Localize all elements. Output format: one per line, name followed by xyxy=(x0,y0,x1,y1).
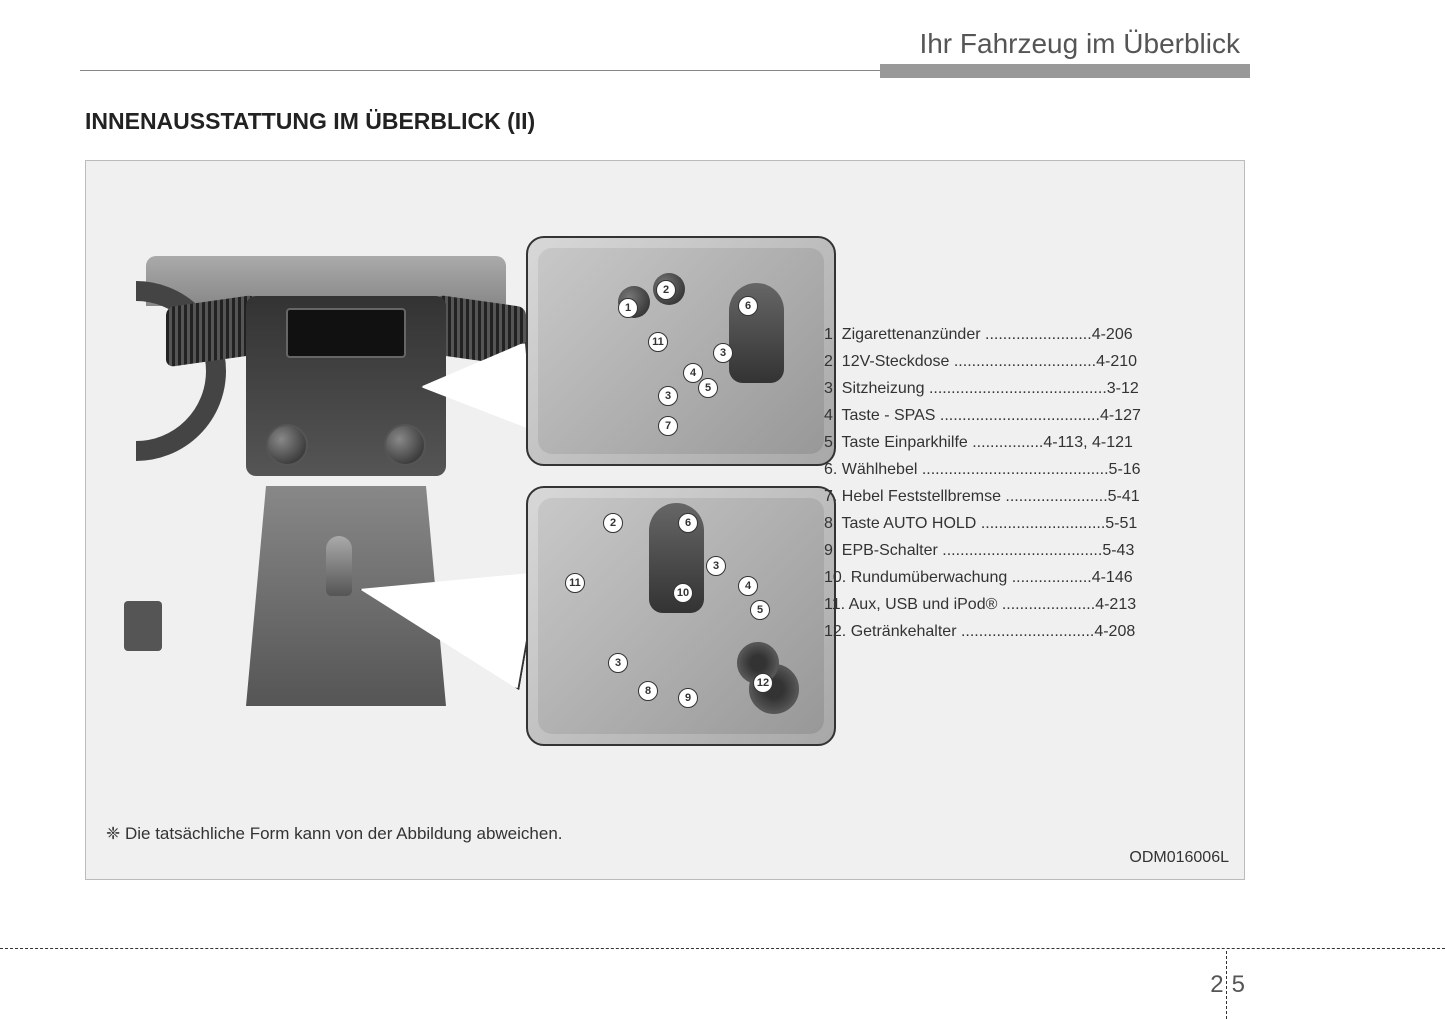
ref-label: 1. Zigarettenanzünder xyxy=(824,326,985,343)
reference-item: 10. Rundumüberwachung ..................… xyxy=(824,564,1214,591)
vent-left xyxy=(166,295,256,368)
callout-marker-5: 5 xyxy=(698,378,718,398)
header-bar xyxy=(880,64,1250,78)
callout-marker-3: 3 xyxy=(658,386,678,406)
reference-item: 2. 12V-Steckdose .......................… xyxy=(824,348,1214,375)
ref-page: 4-113, 4-121 xyxy=(1043,434,1133,451)
callout-marker-6: 6 xyxy=(738,296,758,316)
callout-marker-3: 3 xyxy=(608,653,628,673)
page-page-num: 5 xyxy=(1232,971,1245,998)
callout-marker-10: 10 xyxy=(673,583,693,603)
ref-dots: .................................... xyxy=(940,407,1100,424)
ref-page: 3-12 xyxy=(1107,380,1139,397)
ref-dots: ........................................… xyxy=(922,461,1109,478)
ref-label: 6. Wählhebel xyxy=(824,461,922,478)
ref-page: 4-213 xyxy=(1095,596,1136,613)
reference-item: 4. Taste - SPAS ........................… xyxy=(824,402,1214,429)
climate-knob-right xyxy=(384,424,426,466)
ref-dots: ..................... xyxy=(1002,596,1095,613)
ref-page: 5-51 xyxy=(1105,515,1137,532)
ref-dots: ............................ xyxy=(981,515,1105,532)
ref-page: 4-206 xyxy=(1092,326,1133,343)
ref-label: 9. EPB-Schalter xyxy=(824,542,942,559)
callout-marker-4: 4 xyxy=(738,576,758,596)
ref-label: 10. Rundumüberwachung xyxy=(824,569,1012,586)
ref-label: 7. Hebel Feststellbremse xyxy=(824,488,1005,505)
page-edge-dash-h xyxy=(0,948,1445,949)
page-chapter-num: 2 xyxy=(1210,971,1223,998)
reference-list: 1. Zigarettenanzünder ..................… xyxy=(824,321,1214,645)
header: Ihr Fahrzeug im Überblick xyxy=(0,0,1445,80)
callout-marker-2: 2 xyxy=(656,280,676,300)
detail-panel-top: 1211634357 xyxy=(526,236,836,466)
callout-marker-11: 11 xyxy=(565,573,585,593)
ref-dots: .................. xyxy=(1012,569,1092,586)
callout-marker-2: 2 xyxy=(603,513,623,533)
ref-label: 11. Aux, USB und iPod® xyxy=(824,596,1002,613)
illustration-area: 1211634357 26113410538912 xyxy=(116,236,836,786)
reference-item: 1. Zigarettenanzünder ..................… xyxy=(824,321,1214,348)
callout-marker-12: 12 xyxy=(753,673,773,693)
reference-item: 8. Taste AUTO HOLD .....................… xyxy=(824,510,1214,537)
page-number: 25 xyxy=(1210,971,1245,999)
center-stack xyxy=(246,296,446,476)
ref-label: 2. 12V-Steckdose xyxy=(824,353,954,370)
ref-dots: ................ xyxy=(972,434,1043,451)
content-box: 1211634357 26113410538912 1. Zigarettena… xyxy=(85,160,1245,880)
ref-dots: ................................ xyxy=(954,353,1096,370)
ref-label: 8. Taste AUTO HOLD xyxy=(824,515,981,532)
footnote: ❈ Die tatsächliche Form kann von der Abb… xyxy=(106,824,563,844)
ref-dots: .................................... xyxy=(942,542,1102,559)
callout-marker-5: 5 xyxy=(750,600,770,620)
ref-dots: ........................................ xyxy=(929,380,1107,397)
detail-shifter xyxy=(729,283,784,383)
ref-dots: ....................... xyxy=(1005,488,1107,505)
callout-marker-1: 1 xyxy=(618,298,638,318)
reference-item: 11. Aux, USB und iPod® .................… xyxy=(824,591,1214,618)
reference-item: 9. EPB-Schalter ........................… xyxy=(824,537,1214,564)
reference-item: 12. Getränkehalter .....................… xyxy=(824,618,1214,645)
infotainment-screen xyxy=(286,308,406,358)
ref-page: 4-210 xyxy=(1096,353,1137,370)
ref-page: 5-16 xyxy=(1109,461,1141,478)
chapter-title: Ihr Fahrzeug im Überblick xyxy=(919,28,1240,60)
ref-label: 5. Taste Einparkhilfe xyxy=(824,434,972,451)
callout-marker-11: 11 xyxy=(648,332,668,352)
ref-page: 4-208 xyxy=(1094,623,1135,640)
reference-item: 7. Hebel Feststellbremse ...............… xyxy=(824,483,1214,510)
page-title: INNENAUSSTATTUNG IM ÜBERBLICK (II) xyxy=(85,108,1445,135)
ref-dots: ........................ xyxy=(985,326,1092,343)
image-code: ODM016006L xyxy=(1129,849,1229,867)
ref-page: 5-43 xyxy=(1102,542,1134,559)
callout-marker-7: 7 xyxy=(658,416,678,436)
gear-shifter xyxy=(326,536,352,596)
ref-label: 4. Taste - SPAS xyxy=(824,407,940,424)
reference-item: 3. Sitzheizung .........................… xyxy=(824,375,1214,402)
callout-marker-6: 6 xyxy=(678,513,698,533)
callout-marker-9: 9 xyxy=(678,688,698,708)
reference-item: 6. Wählhebel ...........................… xyxy=(824,456,1214,483)
climate-knob-left xyxy=(266,424,308,466)
ref-label: 3. Sitzheizung xyxy=(824,380,929,397)
ref-page: 5-41 xyxy=(1108,488,1140,505)
pedal xyxy=(124,601,162,651)
callout-marker-8: 8 xyxy=(638,681,658,701)
ref-dots: .............................. xyxy=(961,623,1094,640)
callout-marker-3: 3 xyxy=(706,556,726,576)
ref-page: 4-146 xyxy=(1092,569,1133,586)
ref-label: 12. Getränkehalter xyxy=(824,623,961,640)
ref-page: 4-127 xyxy=(1100,407,1141,424)
detail-panel-bottom: 26113410538912 xyxy=(526,486,836,746)
reference-item: 5. Taste Einparkhilfe ................4-… xyxy=(824,429,1214,456)
callout-marker-3: 3 xyxy=(713,343,733,363)
